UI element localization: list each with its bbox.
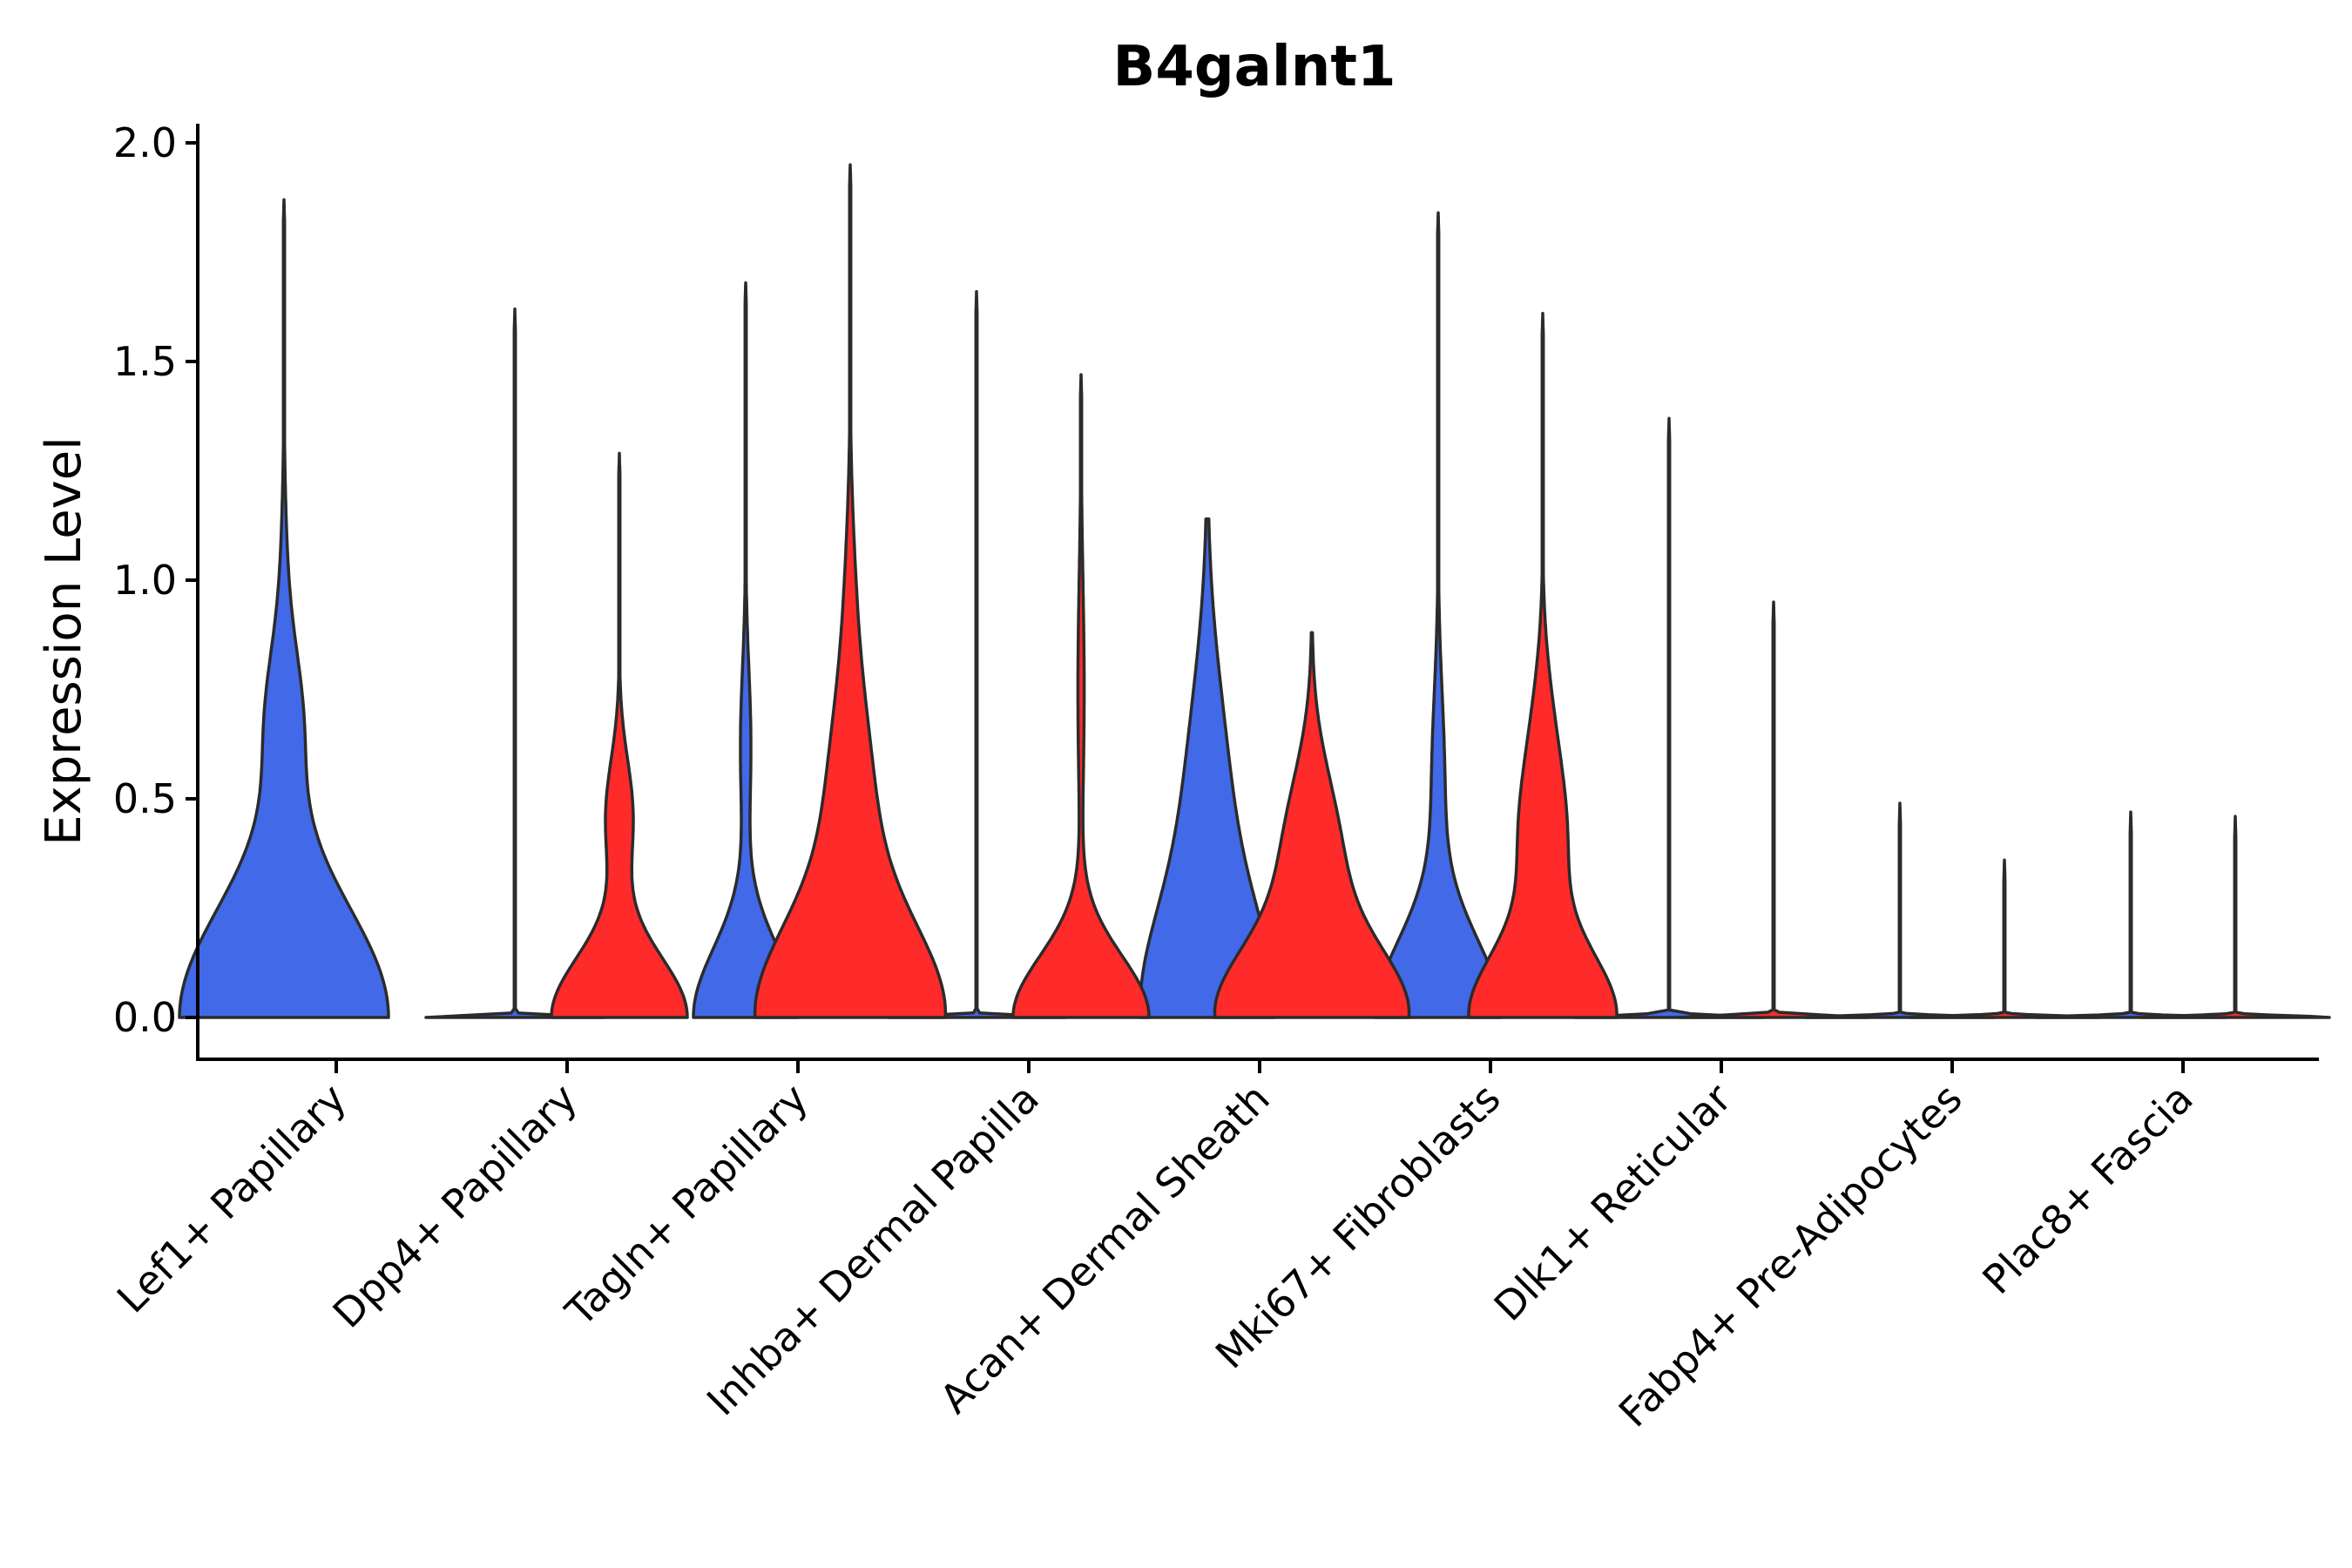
violin-group-1-4 (1139, 517, 1276, 1019)
violin-group-1-7 (1804, 801, 1996, 1019)
violin-group-2-1 (550, 451, 689, 1019)
violin-group-2-7 (1909, 858, 2100, 1019)
y-tick-label: 0.0 (113, 994, 177, 1041)
violin-group-2-3 (1011, 373, 1151, 1019)
violins-layer (178, 163, 2331, 1019)
y-axis: 0.0 0.5 1.0 1.5 2.0 (113, 119, 199, 1061)
y-tick-label: 1.0 (113, 557, 177, 604)
violin-group-2-6 (1678, 600, 1869, 1019)
y-tick-label: 1.5 (113, 338, 177, 385)
chart-title: B4galnt1 (1113, 35, 1396, 99)
violin-group-2-4 (1213, 631, 1411, 1019)
violin-group-2-5 (1467, 312, 1619, 1019)
x-tick-label: Dlk1+ Reticular (1485, 1075, 1740, 1330)
x-tick-label: Tagln+ Papillary (556, 1075, 817, 1336)
violin-group-2-8 (2139, 814, 2331, 1019)
violin-group-1-6 (1573, 416, 1765, 1019)
violin-group-1-3 (886, 289, 1067, 1019)
y-tick-label: 0.5 (113, 775, 177, 822)
violin-group-1-1 (424, 308, 605, 1019)
violin-group-1-2 (692, 280, 800, 1019)
violin-group-2-2 (753, 163, 948, 1019)
y-axis-title: Expression Level (36, 436, 92, 846)
violin-group-1-0 (178, 198, 390, 1019)
x-tick-label: Dpp4+ Papillary (324, 1075, 586, 1337)
y-tick-label: 2.0 (113, 119, 177, 166)
x-tick-label: Plac8+ Fascia (1973, 1075, 2201, 1303)
violin-group-1-8 (2035, 810, 2227, 1019)
x-tick-label: Lef1+ Papillary (108, 1075, 355, 1322)
violin-group-1-5 (1374, 211, 1503, 1019)
